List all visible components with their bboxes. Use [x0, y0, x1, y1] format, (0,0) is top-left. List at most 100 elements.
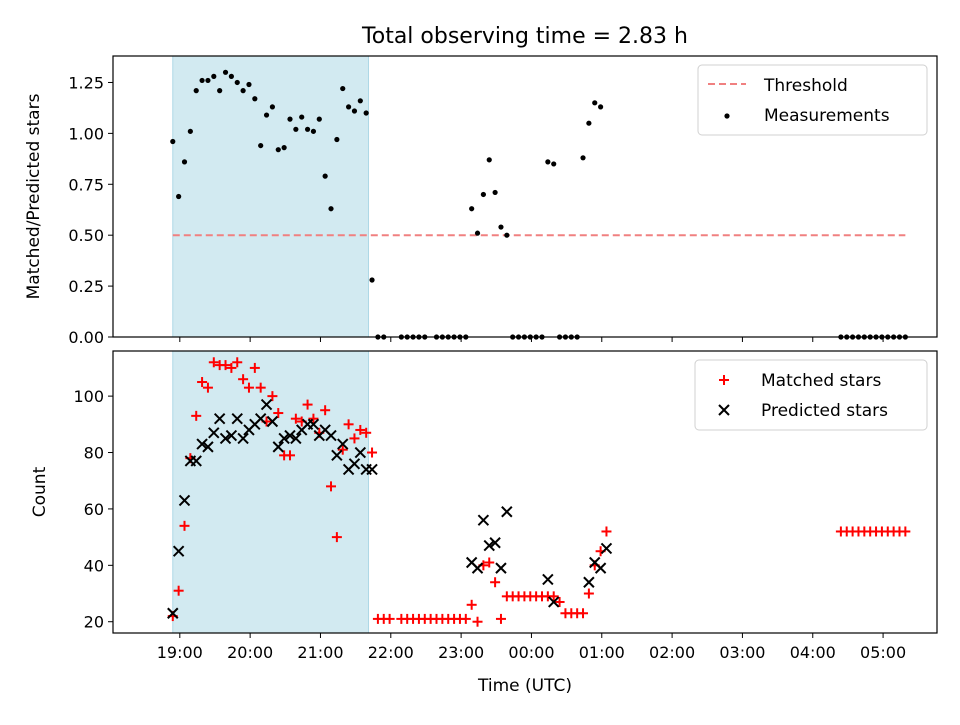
legend-box — [694, 359, 928, 431]
legend-label: Threshold — [763, 76, 848, 96]
measurement-point — [345, 104, 352, 110]
measurement-point — [293, 126, 299, 132]
matched-point — [202, 382, 213, 393]
predicted-point — [178, 494, 191, 507]
measurement-point — [486, 157, 492, 163]
legend-label: Measurements — [764, 106, 890, 126]
matched-point — [326, 481, 337, 492]
measurement-point — [205, 77, 211, 84]
predicted-point — [208, 427, 220, 439]
measurement-point — [269, 104, 276, 110]
measurement-point — [234, 79, 240, 86]
predicted-point — [495, 562, 507, 574]
matched-point — [548, 591, 559, 602]
predicted-point — [190, 455, 202, 467]
measurement-point — [363, 110, 369, 116]
measurement-point — [592, 100, 598, 106]
matched-point — [367, 447, 378, 458]
matched-point — [243, 382, 254, 393]
measurement-point — [187, 128, 193, 134]
legend-swatch — [724, 113, 730, 119]
matched-point — [273, 408, 284, 419]
measurement-point — [281, 145, 287, 151]
predicted-point — [337, 438, 349, 450]
shaded-region — [172, 55, 370, 338]
matched-point — [343, 419, 354, 430]
matched-point — [226, 362, 237, 373]
predicted-point — [583, 576, 595, 588]
measurement-point — [334, 136, 340, 143]
measurement-point — [252, 96, 258, 102]
legend-item: Predicted stars — [718, 401, 888, 421]
predicted-point — [202, 441, 214, 453]
matched-point — [208, 357, 219, 368]
matched-point — [472, 616, 483, 627]
matched-point — [255, 382, 266, 393]
shaded-region — [172, 350, 370, 634]
measurement-point — [492, 189, 498, 196]
matched-point — [191, 410, 202, 421]
measurement-point — [310, 128, 317, 134]
count-y-axis: 20 40 60 80 100 — [73, 387, 113, 632]
predicted-point — [290, 432, 302, 445]
matched-point — [554, 596, 565, 607]
y-tick-label: 0.25 — [68, 277, 104, 296]
count-plot-area — [167, 357, 911, 627]
predicted-point — [348, 458, 361, 470]
measurement-point — [580, 155, 586, 161]
predicted-point — [219, 432, 232, 445]
measurement-point — [328, 206, 334, 212]
predicted-point — [354, 446, 367, 459]
predicted-point — [471, 562, 484, 574]
predicted-point — [284, 429, 296, 442]
count-axes-frame — [112, 350, 938, 634]
predicted-point — [260, 398, 273, 411]
matched-point — [232, 357, 243, 368]
matched-point — [267, 391, 278, 402]
measurement-point — [222, 69, 229, 75]
ratio-x-axis — [179, 337, 884, 342]
matched-point — [349, 433, 360, 444]
measurement-point — [480, 191, 486, 198]
measurement-point — [551, 161, 557, 167]
predicted-point — [167, 607, 179, 619]
observing-window-shade-top — [172, 55, 370, 338]
series-matched-stars — [167, 357, 911, 627]
predicted-point — [266, 415, 279, 428]
matched-point — [578, 608, 589, 619]
measurement-point — [357, 98, 363, 104]
matched-point — [179, 520, 190, 531]
matched-point — [495, 613, 506, 624]
predicted-point — [272, 441, 284, 453]
predicted-point — [278, 432, 290, 445]
measurement-point — [504, 232, 510, 238]
count-legend: Matched stars Predicted stars — [694, 359, 928, 431]
measurement-point — [176, 193, 182, 200]
x-tick-label: 20:00 — [227, 643, 273, 662]
predicted-point — [594, 562, 607, 574]
chart-title: Total observing time = 2.83 h — [361, 24, 688, 49]
legend-item: Threshold — [708, 76, 848, 96]
measurement-point — [598, 104, 604, 110]
matched-point — [355, 424, 366, 435]
predicted-point — [231, 412, 243, 425]
x-tick-label: 01:00 — [579, 643, 625, 662]
ratio-y-axis-label: Matched/Predicted stars — [24, 93, 44, 299]
measurement-point — [217, 88, 223, 94]
measurement-point — [586, 120, 592, 126]
measurement-point — [181, 159, 188, 165]
observing-window-shade-bottom — [172, 350, 370, 634]
predicted-point — [366, 463, 378, 476]
x-tick-label: 03:00 — [719, 643, 765, 662]
matched-point — [197, 377, 208, 388]
predicted-point — [213, 412, 226, 425]
predicted-point — [331, 449, 343, 462]
predicted-point — [196, 438, 208, 450]
count-panel: 20 40 60 80 100 19:00 20:00 21:00 22:00 23:00 00:… — [30, 350, 938, 696]
ratio-axes-frame — [112, 55, 938, 338]
predicted-point — [237, 432, 249, 445]
predicted-point — [483, 539, 495, 552]
count-x-axis-label: Time (UTC) — [477, 676, 572, 696]
legend-item: Matched stars — [719, 371, 881, 391]
